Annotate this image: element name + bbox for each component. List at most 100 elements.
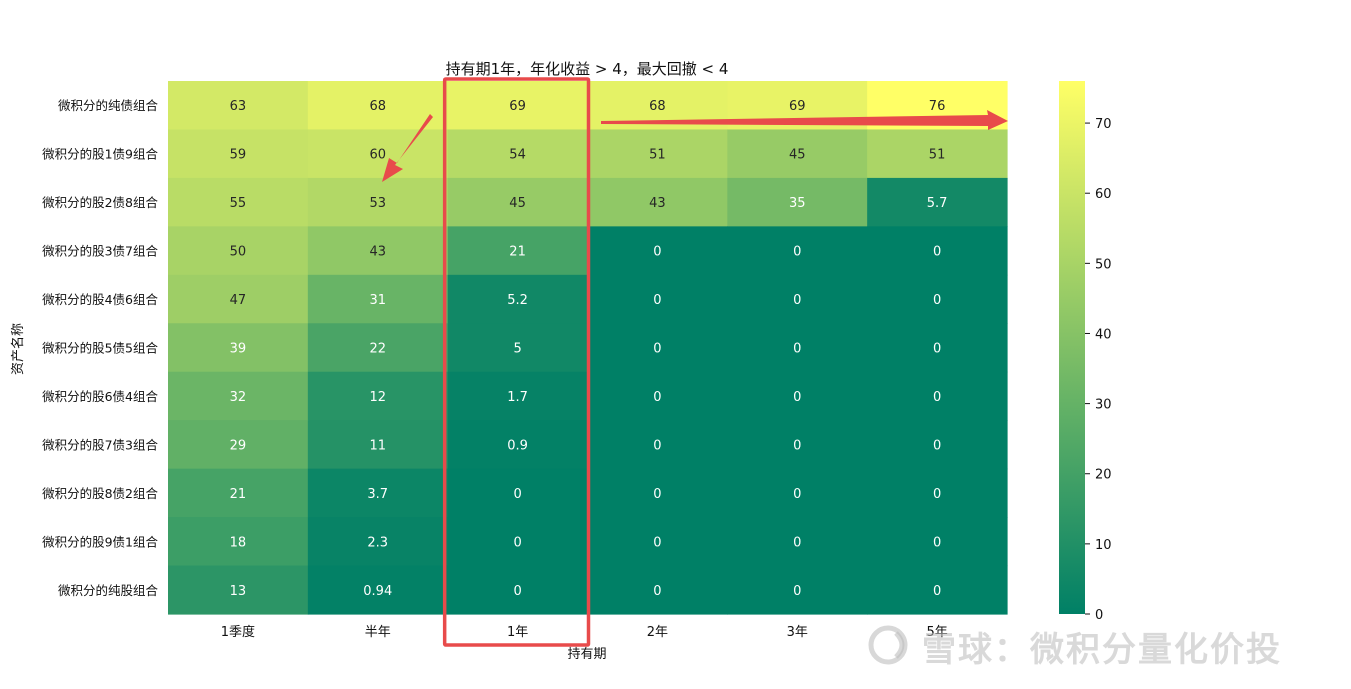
cell-value-label: 0: [933, 438, 941, 453]
heatmap-cell: [727, 129, 868, 179]
cell-value-label: 0.94: [363, 584, 392, 599]
heatmap-cell: [307, 517, 449, 567]
y-tick-label: 微积分的股1债9组合: [42, 147, 158, 162]
cell-value-label: 0: [513, 535, 521, 550]
arrow-down-left: [382, 114, 433, 182]
cell-value-label: 0: [653, 438, 661, 453]
cell-value-label: 29: [230, 438, 247, 453]
heatmap-cell: [587, 226, 728, 276]
y-tick-label: 微积分的股8债2组合: [42, 486, 158, 501]
heatmap-cell: [727, 565, 868, 615]
heatmap-cell: [168, 274, 309, 324]
heatmap-cell: [168, 177, 309, 227]
heatmap-cell: [447, 565, 589, 615]
colorbar-tick-label: 20: [1095, 468, 1112, 483]
cell-value-label: 32: [230, 390, 247, 405]
heatmap-cell: [447, 517, 589, 567]
heatmap-cell: [867, 371, 1008, 421]
heatmap-cell: [867, 420, 1008, 470]
y-tick-label: 微积分的股7债3组合: [42, 437, 158, 452]
cell-value-label: 0: [793, 487, 801, 502]
y-axis-label: 资产名称: [10, 323, 26, 375]
cell-value-label: 60: [369, 148, 386, 163]
heatmap-cell: [727, 371, 868, 421]
heatmap-cell: [587, 517, 728, 567]
heatmap-cell: [168, 420, 309, 470]
cell-value-label: 0: [793, 535, 801, 550]
cell-value-label: 43: [369, 245, 386, 260]
heatmap-cell: [587, 274, 728, 324]
cell-value-label: 0: [933, 293, 941, 308]
x-tick-label: 1年: [507, 625, 528, 640]
heatmap-cell: [587, 468, 728, 518]
cell-value-label: 31: [369, 293, 386, 308]
x-tick-label: 5年: [926, 625, 947, 640]
cell-value-label: 21: [230, 487, 247, 502]
cell-value-label: 12: [369, 390, 386, 405]
heatmap-cell: [447, 371, 589, 421]
colorbar-tick-label: 60: [1095, 187, 1112, 202]
cell-value-label: 51: [649, 148, 666, 163]
x-tick-label: 2年: [647, 625, 668, 640]
cell-value-label: 50: [230, 245, 247, 260]
cell-value-label: 0: [933, 342, 941, 357]
heatmap-cell: [307, 420, 449, 470]
snowball-logo-icon: [868, 625, 908, 665]
heatmap-cell: [727, 517, 868, 567]
y-tick-label: 微积分的股9债1组合: [42, 534, 158, 549]
y-tick-labels: 微积分的纯债组合微积分的股1债9组合微积分的股2债8组合微积分的股3债7组合微积…: [42, 98, 158, 598]
cell-value-label: 0.9: [507, 438, 528, 453]
heatmap-cell: [587, 177, 728, 227]
chart-title: 持有期1年，年化收益 > 4，最大回撤 < 4: [446, 60, 729, 78]
cell-value-label: 68: [369, 99, 386, 114]
heatmap-cell: [867, 226, 1008, 276]
cell-value-label: 0: [653, 293, 661, 308]
cell-value-label: 76: [929, 99, 946, 114]
heatmap-cell: [867, 129, 1008, 179]
colorbar-tick-label: 70: [1095, 117, 1112, 132]
annotations: [382, 77, 1008, 647]
cell-value-label: 0: [793, 245, 801, 260]
cell-value-label: 0: [653, 584, 661, 599]
cell-value-label: 18: [230, 535, 247, 550]
highlight-box: [442, 77, 591, 647]
heatmap-cell: [447, 177, 589, 227]
cell-value-label: 1.7: [507, 390, 528, 405]
cell-value-label: 0: [933, 487, 941, 502]
cell-value-label: 39: [230, 342, 247, 357]
cell-value-label: 0: [793, 342, 801, 357]
heatmap-cell: [307, 177, 449, 227]
cell-value-label: 0: [513, 487, 521, 502]
cell-value-label: 21: [509, 245, 526, 260]
heatmap-cell: [727, 468, 868, 518]
y-tick-label: 微积分的股5债5组合: [42, 341, 158, 356]
cell-value-label: 43: [649, 196, 666, 211]
colorbar-tick-label: 40: [1095, 327, 1112, 342]
cell-value-label: 54: [509, 148, 526, 163]
colorbar-tick-label: 30: [1095, 398, 1112, 413]
heatmap-cells: [168, 81, 1008, 615]
cell-value-label: 0: [793, 438, 801, 453]
heatmap-cell: [168, 226, 309, 276]
cell-value-label: 5: [513, 342, 521, 357]
cell-value-label: 0: [793, 390, 801, 405]
cell-value-label: 0: [793, 584, 801, 599]
cell-value-label: 0: [653, 342, 661, 357]
x-tick-label: 半年: [365, 625, 391, 640]
heatmap-cell: [168, 323, 309, 373]
heatmap-cell: [587, 565, 728, 615]
y-tick-label: 微积分的纯债组合: [58, 98, 159, 113]
heatmap-cell: [867, 323, 1008, 373]
heatmap-cell: [447, 226, 589, 276]
heatmap-cell: [447, 274, 589, 324]
cell-value-label: 22: [369, 342, 386, 357]
heatmap-cell: [307, 371, 449, 421]
y-tick-label: 微积分的纯股组合: [58, 583, 159, 598]
cell-value-label: 69: [509, 99, 526, 114]
y-tick-label: 微积分的股6债4组合: [42, 389, 158, 404]
heatmap-cell: [867, 468, 1008, 518]
heatmap-cell: [727, 274, 868, 324]
heatmap-cell: [447, 420, 589, 470]
